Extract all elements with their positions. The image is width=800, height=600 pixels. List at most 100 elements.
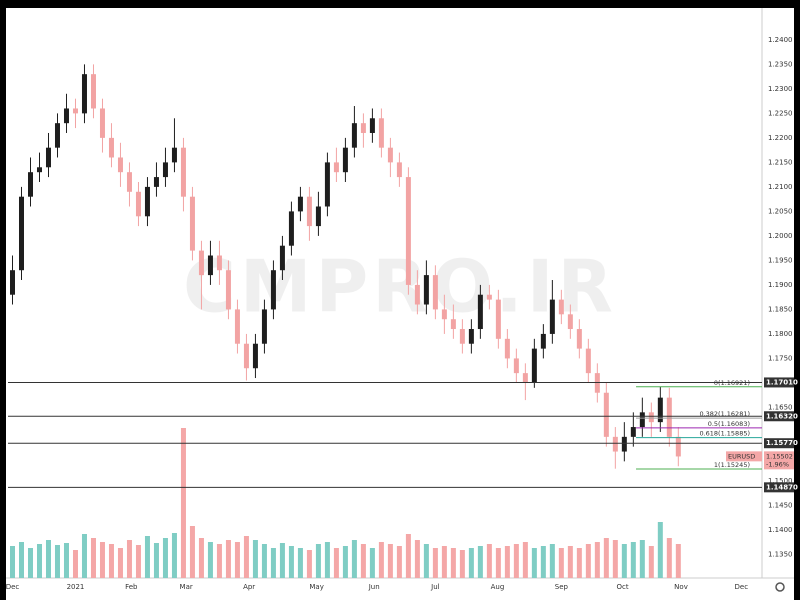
candle-body (315, 206, 321, 227)
candle-body (225, 270, 231, 310)
volume-bar (108, 544, 114, 578)
x-tick-label: May (309, 583, 323, 591)
candle-body (234, 309, 240, 344)
candle-body (108, 137, 114, 158)
candle-body (405, 177, 411, 285)
fib-label: 1(1.15245) (714, 461, 750, 469)
candle-body (486, 294, 492, 300)
level-badge (764, 438, 794, 449)
volume-bar (306, 550, 312, 578)
volume-bar (396, 546, 402, 578)
y-tick-label: 1.1450 (768, 501, 793, 509)
candle-body (351, 123, 357, 148)
candle-body (261, 309, 267, 344)
y-tick-label: 1.1950 (768, 256, 793, 264)
volume-bar (99, 542, 105, 578)
x-tick-label: Sep (555, 583, 569, 591)
level-badge (764, 411, 794, 422)
y-tick-label: 1.1750 (768, 354, 793, 362)
fib-label: 0.5(1.16083) (708, 420, 750, 428)
candle-body (216, 255, 222, 271)
candle-body (144, 186, 150, 217)
candle-body (630, 427, 636, 437)
candle-body (72, 108, 78, 114)
candle-body (468, 329, 474, 344)
volume-bar (342, 546, 348, 578)
candle-body (657, 397, 663, 423)
volume-bar (90, 538, 96, 578)
volume-bar (270, 548, 276, 578)
volume-bar (9, 546, 15, 578)
candle-body (522, 373, 528, 383)
volume-bar (63, 543, 69, 578)
candle-body (441, 309, 447, 320)
y-tick-label: 1.1900 (768, 281, 793, 289)
candle-body (639, 412, 645, 428)
candle-body (306, 196, 312, 227)
fib-label: 0.382(1.16281) (699, 410, 750, 418)
volume-bar (441, 546, 447, 578)
candle-body (171, 147, 177, 163)
volume-bar (297, 548, 303, 578)
y-tick-label: 1.1850 (768, 305, 793, 313)
volume-bar (234, 542, 240, 578)
y-tick-label: 1.2300 (768, 85, 793, 93)
price-change: -1.96% (766, 460, 789, 468)
y-tick-label: 1.1800 (768, 330, 793, 338)
symbol-badge (726, 451, 762, 462)
x-tick-label: Aug (491, 583, 505, 591)
volume-bar (522, 542, 528, 578)
x-tick-label: Jun (368, 583, 380, 591)
x-tick-label: Apr (243, 583, 255, 591)
candle-body (45, 147, 51, 168)
candle-body (342, 147, 348, 173)
volume-bar (486, 544, 492, 578)
candle-body (540, 333, 546, 349)
y-tick-label: 1.2100 (768, 183, 793, 191)
volume-bar (657, 522, 663, 578)
volume-bar (576, 548, 582, 578)
y-tick-label: 1.2150 (768, 158, 793, 166)
volume-bar (279, 543, 285, 578)
volume-bar (549, 544, 555, 578)
volume-bar (81, 534, 87, 578)
candle-body (99, 108, 105, 138)
symbol-label: EURUSD (728, 452, 755, 460)
candle-body (36, 167, 42, 173)
volume-bar (630, 542, 636, 578)
candle-body (369, 118, 375, 133)
settings-icon[interactable] (775, 582, 785, 592)
volume-bar (198, 538, 204, 578)
volume-bar (180, 428, 186, 578)
volume-bar (27, 548, 33, 578)
candle-body (360, 123, 366, 133)
candle-body (180, 147, 186, 197)
candle-body (27, 172, 33, 197)
x-tick-label: Feb (125, 583, 138, 591)
volume-bar (162, 538, 168, 578)
candle-body (432, 275, 438, 310)
candle-body (504, 338, 510, 359)
volume-bar (288, 546, 294, 578)
candle-body (9, 270, 15, 295)
background (6, 8, 794, 600)
volume-bar (36, 544, 42, 578)
level-label: 1.16320 (766, 412, 798, 420)
level-badge (764, 482, 794, 493)
last-price: 1.15502 (766, 452, 793, 460)
volume-bar (468, 548, 474, 578)
y-tick-label: 1.1350 (768, 550, 793, 558)
volume-bar (378, 542, 384, 578)
y-tick-label: 1.1500 (768, 477, 793, 485)
volume-bar (360, 544, 366, 578)
watermark: CMPRO.IR (183, 245, 617, 329)
volume-bar (117, 548, 123, 578)
candle-body (549, 299, 555, 334)
volume-bar (243, 536, 249, 578)
y-tick-label: 1.2200 (768, 134, 793, 142)
candle-body (90, 74, 96, 109)
volume-bar (171, 533, 177, 578)
volume-bar (261, 544, 267, 578)
level-label: 1.15770 (766, 439, 798, 447)
volume-bar (675, 544, 681, 578)
